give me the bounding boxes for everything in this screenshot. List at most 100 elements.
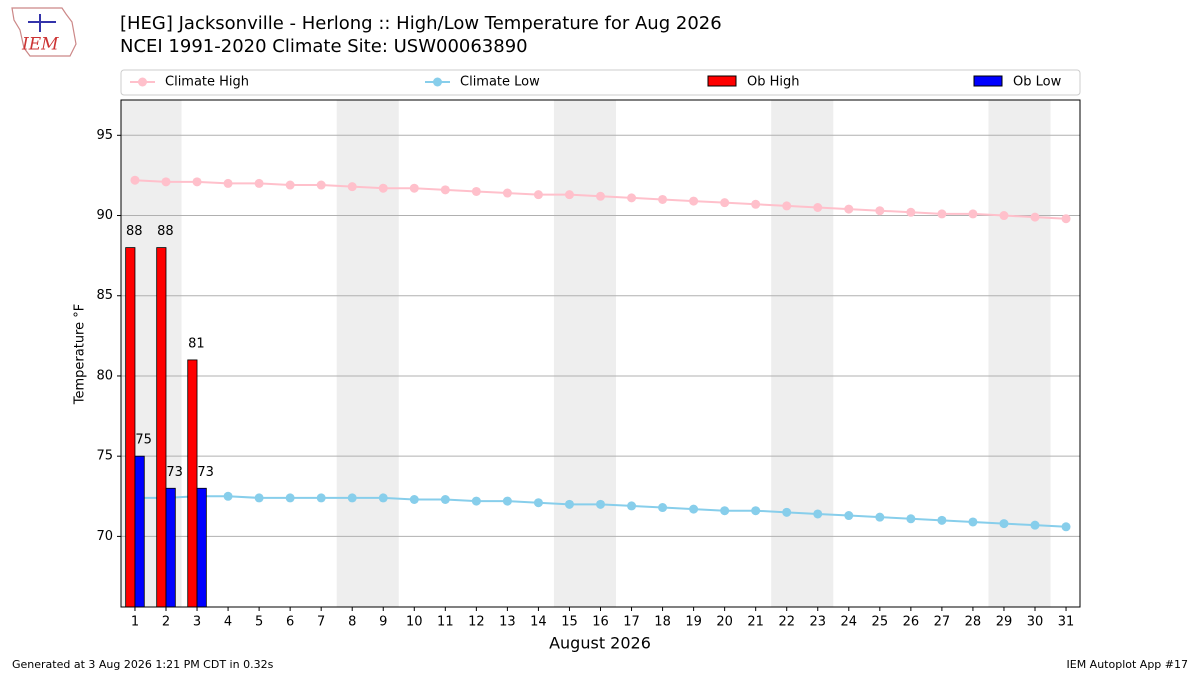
bar-label: 88 — [126, 224, 143, 239]
legend-label: Climate High — [165, 75, 249, 90]
marker — [285, 180, 295, 190]
x-tick-label: 21 — [747, 615, 764, 630]
marker — [254, 178, 264, 188]
x-tick-label: 25 — [872, 615, 889, 630]
x-tick-label: 5 — [255, 615, 263, 630]
bar — [134, 455, 145, 607]
x-tick-label: 14 — [530, 615, 547, 630]
marker — [440, 185, 450, 195]
marker — [471, 186, 481, 196]
x-tick-label: 26 — [903, 615, 920, 630]
marker — [906, 207, 916, 217]
legend-label: Ob High — [747, 75, 800, 90]
marker — [937, 209, 947, 219]
logo: IEM — [11, 7, 77, 57]
marker — [782, 507, 792, 517]
legend-swatch — [973, 75, 1003, 87]
marker — [968, 209, 978, 219]
marker — [689, 196, 699, 206]
x-tick-label: 27 — [934, 615, 951, 630]
marker — [254, 493, 264, 503]
y-tick-label: 95 — [96, 128, 113, 143]
plot — [121, 100, 1080, 607]
bar — [125, 247, 136, 607]
marker — [440, 495, 450, 505]
x-tick-label: 15 — [561, 615, 578, 630]
marker — [378, 183, 388, 193]
marker — [720, 198, 730, 208]
x-tick-label: 1 — [131, 615, 139, 630]
legend-marker — [433, 77, 442, 87]
x-tick-label: 4 — [224, 615, 232, 630]
marker — [906, 514, 916, 524]
bar — [165, 487, 176, 607]
x-tick-label: 11 — [437, 615, 454, 630]
plot-frame — [120, 99, 1081, 608]
marker — [1061, 522, 1071, 532]
x-tick-label: 2 — [162, 615, 170, 630]
marker — [409, 495, 419, 505]
x-tick-label: 12 — [468, 615, 485, 630]
marker — [689, 504, 699, 514]
bar-label: 88 — [157, 224, 174, 239]
footer-right: IEM Autoplot App #17 — [1067, 658, 1189, 671]
bar-label: 81 — [188, 336, 205, 351]
marker — [596, 191, 605, 201]
weekend-band — [553, 100, 617, 607]
marker — [720, 506, 730, 516]
marker — [564, 499, 574, 509]
marker — [875, 512, 885, 522]
bar-label: 73 — [166, 465, 183, 480]
marker — [1030, 520, 1040, 530]
bar — [196, 487, 207, 607]
bar-label: 75 — [135, 433, 152, 448]
x-tick-label: 23 — [809, 615, 826, 630]
legend-marker — [138, 77, 147, 87]
marker — [533, 498, 543, 508]
x-tick-label: 13 — [499, 615, 516, 630]
marker — [596, 499, 605, 509]
x-tick-label: 29 — [996, 615, 1013, 630]
x-tick-label: 6 — [286, 615, 294, 630]
y-tick-label: 80 — [96, 368, 113, 383]
weekend-band — [771, 100, 834, 607]
legend-label: Ob Low — [1013, 75, 1062, 90]
marker — [875, 206, 885, 216]
y-tick-label: 75 — [96, 449, 113, 464]
marker — [999, 211, 1009, 221]
marker — [161, 177, 171, 187]
chart-title: [HEG] Jacksonville - Herlong :: High/Low… — [120, 13, 722, 34]
bar-label: 73 — [197, 465, 214, 480]
marker — [502, 496, 512, 506]
legend — [120, 69, 1081, 96]
x-tick-label: 24 — [841, 615, 858, 630]
x-tick-label: 28 — [965, 615, 982, 630]
marker — [409, 183, 419, 193]
marker — [751, 506, 761, 516]
x-tick-label: 17 — [623, 615, 640, 630]
x-tick-label: 8 — [348, 615, 356, 630]
footer-left: Generated at 3 Aug 2026 1:21 PM CDT in 0… — [12, 658, 274, 671]
marker — [844, 204, 854, 214]
marker — [502, 188, 512, 198]
y-tick-label: 70 — [96, 529, 113, 544]
x-tick-label: 16 — [592, 615, 609, 630]
marker — [658, 194, 668, 204]
marker — [782, 201, 792, 211]
marker — [627, 501, 637, 511]
marker — [658, 503, 668, 513]
x-tick-label: 7 — [317, 615, 325, 630]
bar — [156, 247, 167, 607]
y-tick-label: 90 — [96, 208, 113, 223]
marker — [844, 511, 854, 521]
x-tick-label: 18 — [654, 615, 671, 630]
marker — [223, 491, 233, 501]
marker — [627, 193, 637, 203]
marker — [378, 493, 388, 503]
marker — [813, 202, 823, 212]
x-tick-label: 19 — [685, 615, 702, 630]
marker — [1061, 214, 1071, 224]
marker — [285, 493, 295, 503]
x-tick-label: 30 — [1027, 615, 1044, 630]
